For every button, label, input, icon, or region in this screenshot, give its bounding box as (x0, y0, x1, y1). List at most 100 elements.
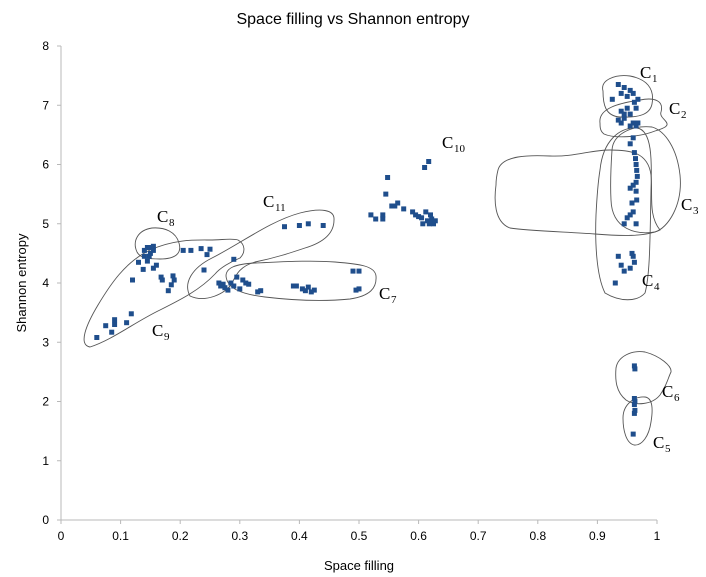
data-point (389, 203, 395, 209)
data-point (624, 93, 630, 99)
x-tick-label: 0.7 (470, 529, 487, 543)
data-point (630, 135, 636, 141)
svg-text:3: 3 (693, 205, 699, 217)
data-point (356, 268, 362, 274)
data-point (631, 402, 637, 407)
data-point (350, 268, 356, 274)
cluster-outline-c7 (225, 260, 377, 301)
data-point (222, 285, 228, 291)
y-tick-label: 3 (42, 335, 49, 349)
data-point (373, 216, 379, 222)
data-point (240, 277, 246, 283)
data-point (618, 108, 624, 114)
cluster-label-c11: C 11 (263, 192, 286, 214)
data-point (140, 266, 146, 272)
data-point (618, 120, 624, 126)
data-point (419, 215, 425, 221)
data-point (141, 247, 147, 253)
data-point (293, 283, 299, 289)
data-point (632, 366, 638, 372)
svg-text:2: 2 (681, 109, 687, 121)
plot-area: 0 0.1 0.2 0.3 0.4 0.5 0.6 0.7 0.8 0.9 1 0 1 2 3 4 5 6 7 8 (42, 39, 660, 543)
data-point (633, 162, 639, 167)
data-point (144, 245, 150, 250)
cluster-outline-c9 (83, 238, 245, 348)
data-point (305, 284, 311, 290)
y-tick-label: 8 (42, 39, 49, 53)
data-point (158, 274, 164, 280)
data-point (112, 322, 118, 327)
x-tick-label: 0.6 (410, 529, 427, 543)
data-point (633, 179, 639, 185)
data-point (609, 96, 615, 102)
data-point (632, 399, 638, 404)
data-point (94, 335, 100, 340)
data-point (621, 221, 627, 227)
data-point (204, 252, 210, 258)
svg-text:6: 6 (674, 392, 680, 404)
y-tick-label: 2 (42, 395, 49, 409)
data-point (627, 212, 633, 218)
data-point (311, 287, 317, 293)
x-axis-label: Space filling (324, 558, 394, 573)
data-point (410, 209, 416, 215)
data-point (630, 209, 636, 215)
data-point (282, 224, 287, 230)
data-point (237, 286, 243, 292)
y-axis-ticks: 0 1 2 3 4 5 6 7 8 (42, 39, 61, 527)
data-point (627, 123, 633, 129)
data-point (422, 165, 428, 170)
data-point (618, 262, 624, 268)
data-point (425, 218, 430, 224)
data-point (426, 221, 432, 227)
svg-text:7: 7 (391, 294, 397, 306)
x-axis-ticks: 0 0.1 0.2 0.3 0.4 0.5 0.6 0.7 0.8 0.9 1 (58, 520, 661, 543)
data-point (634, 197, 640, 203)
y-tick-label: 5 (42, 217, 49, 231)
data-points (94, 82, 641, 437)
data-point (198, 246, 204, 252)
data-point (234, 274, 240, 280)
data-point (612, 280, 618, 286)
data-point (147, 245, 153, 250)
data-point (216, 280, 222, 286)
data-point (243, 280, 249, 286)
svg-text:C: C (681, 195, 692, 214)
data-point (629, 200, 635, 206)
data-point (621, 115, 627, 121)
data-point (423, 209, 429, 215)
data-point (413, 212, 419, 218)
data-point (228, 280, 234, 286)
data-point (150, 243, 156, 249)
data-point (633, 123, 639, 129)
x-tick-label: 0.5 (351, 529, 368, 543)
data-point (136, 259, 141, 265)
data-point (144, 258, 150, 264)
data-point (150, 247, 156, 253)
data-point (632, 407, 638, 413)
svg-text:C: C (640, 63, 651, 82)
data-point (631, 99, 637, 105)
svg-text:4: 4 (654, 281, 660, 293)
data-point (258, 288, 264, 294)
data-point (634, 173, 640, 179)
data-point (380, 212, 386, 218)
data-point (627, 265, 633, 271)
cluster-outlines (83, 75, 681, 446)
data-point (633, 156, 638, 162)
cluster-label-c10: C 10 (442, 133, 466, 155)
data-point (401, 206, 407, 212)
x-tick-label: 1 (654, 529, 661, 543)
data-point (621, 268, 627, 274)
data-point (633, 105, 639, 111)
svg-text:5: 5 (665, 443, 671, 455)
y-tick-label: 6 (42, 158, 49, 172)
data-point (621, 111, 627, 117)
data-point (630, 120, 636, 126)
data-point (368, 212, 374, 218)
x-tick-label: 0.2 (172, 529, 189, 543)
svg-text:C: C (642, 271, 653, 290)
x-tick-label: 0.9 (589, 529, 606, 543)
